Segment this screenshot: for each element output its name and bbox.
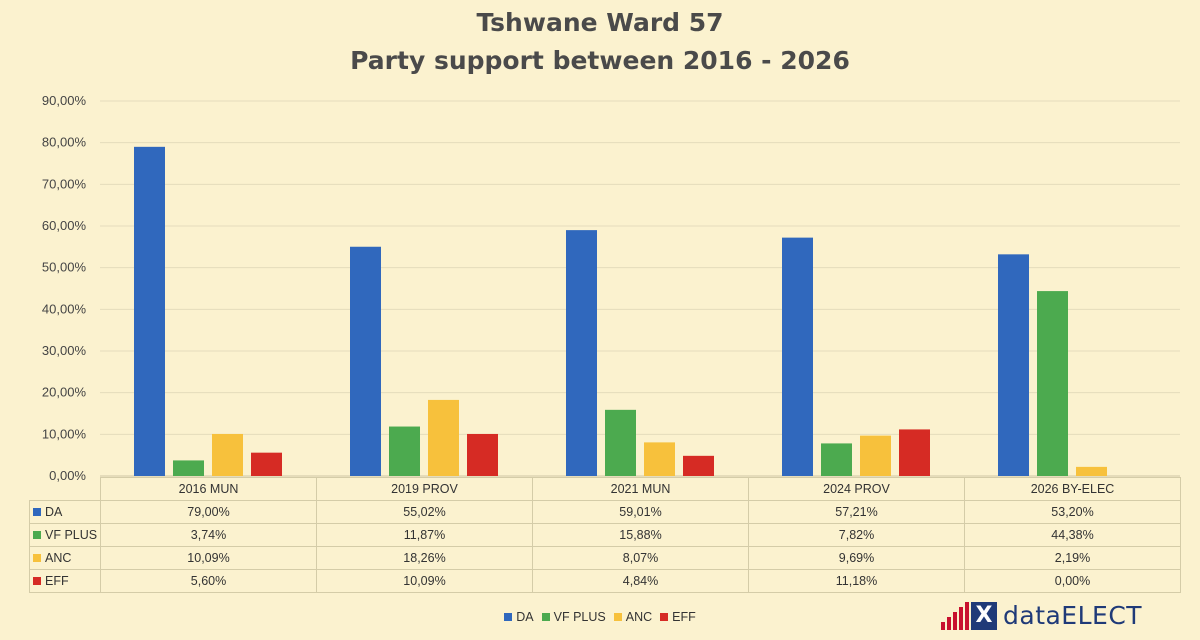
table-row: EFF 5,60% 10,09% 4,84% 11,18% 0,00% [29, 569, 1181, 593]
bar-anc [860, 435, 891, 476]
data-value: 4,84% [532, 569, 749, 593]
legend-swatch [613, 612, 622, 621]
legend-label: EFF [672, 610, 696, 624]
data-value: 10,09% [100, 546, 317, 570]
data-value: 11,87% [316, 523, 533, 547]
series-name: DA [45, 505, 63, 519]
legend-item: VF PLUS [541, 610, 606, 624]
legend-swatch [33, 553, 41, 562]
legend-item: DA [504, 610, 534, 624]
bar-eff [899, 429, 930, 476]
legend-swatch [541, 612, 550, 621]
bar-vf-plus [1037, 291, 1068, 476]
legend-item: ANC [613, 610, 653, 624]
category-label: 2019 PROV [316, 477, 533, 501]
legend-label: ANC [625, 610, 653, 624]
y-tick-label: 60,00% [42, 218, 87, 233]
series-name: ANC [45, 551, 72, 565]
legend-swatch [504, 612, 513, 621]
bar-da [350, 246, 381, 476]
series-row-label: DA [29, 500, 101, 524]
data-value: 5,60% [100, 569, 317, 593]
chart-legend: DA VF PLUS ANC EFF [0, 610, 1200, 624]
legend-swatch [33, 507, 41, 516]
bar-vf-plus [173, 460, 204, 476]
series-row-label: VF PLUS [29, 523, 101, 547]
bar-anc [1076, 466, 1107, 476]
table-row: VF PLUS 3,74% 11,87% 15,88% 7,82% 44,38% [29, 523, 1181, 547]
bar-anc [428, 399, 459, 476]
y-tick-label: 10,00% [42, 426, 87, 441]
legend-swatch [33, 530, 41, 539]
y-tick-label: 80,00% [42, 135, 87, 150]
data-value: 0,00% [964, 569, 1181, 593]
logo-mark: X [971, 602, 997, 630]
bar-anc [212, 433, 243, 476]
category-label: 2026 BY-ELEC [964, 477, 1181, 501]
chart-title: Tshwane Ward 57 [476, 8, 724, 37]
dataelect-logo: X dataELECT [940, 598, 1150, 634]
legend-label: VF PLUS [553, 610, 606, 624]
data-value: 18,26% [316, 546, 533, 570]
legend-item: EFF [660, 610, 696, 624]
y-tick-label: 50,00% [42, 260, 87, 275]
bar-vf-plus [821, 443, 852, 476]
data-value: 2,19% [964, 546, 1181, 570]
data-table: 2016 MUN 2019 PROV 2021 MUN 2024 PROV 2026 B… [29, 477, 1181, 593]
data-value: 55,02% [316, 500, 533, 524]
table-corner [29, 477, 101, 501]
series-row-label: EFF [29, 569, 101, 593]
bar-da [134, 146, 165, 477]
logo-text: dataELECT [1003, 601, 1143, 630]
series-name: EFF [45, 574, 69, 588]
data-value: 3,74% [100, 523, 317, 547]
category-label: 2021 MUN [532, 477, 749, 501]
data-value: 79,00% [100, 500, 317, 524]
y-tick-label: 90,00% [42, 93, 87, 108]
legend-label: DA [516, 610, 534, 624]
data-value: 15,88% [532, 523, 749, 547]
data-value: 9,69% [748, 546, 965, 570]
bar-anc [644, 442, 675, 476]
table-row: ANC 10,09% 18,26% 8,07% 9,69% 2,19% [29, 546, 1181, 570]
bar-da [782, 237, 813, 476]
series-name: VF PLUS [45, 528, 98, 542]
series-row-label: ANC [29, 546, 101, 570]
data-value: 11,18% [748, 569, 965, 593]
data-value: 59,01% [532, 500, 749, 524]
y-tick-label: 40,00% [42, 301, 87, 316]
category-label: 2016 MUN [100, 477, 317, 501]
bar-vf-plus [605, 409, 636, 476]
bar-graph-icon [940, 602, 970, 630]
data-value: 8,07% [532, 546, 749, 570]
bar-da [998, 254, 1029, 476]
table-row: DA 79,00% 55,02% 59,01% 57,21% 53,20% [29, 500, 1181, 524]
bar-eff [467, 433, 498, 476]
bar-da [566, 230, 597, 476]
chart-subtitle: Party support between 2016 - 2026 [350, 46, 850, 75]
legend-swatch [33, 576, 41, 585]
y-tick-label: 20,00% [42, 385, 87, 400]
legend-swatch [660, 612, 669, 621]
y-tick-label: 70,00% [42, 176, 87, 191]
data-value: 53,20% [964, 500, 1181, 524]
category-label: 2024 PROV [748, 477, 965, 501]
bar-eff [683, 455, 714, 476]
y-tick-label: 30,00% [42, 343, 87, 358]
bar-vf-plus [389, 426, 420, 476]
data-value: 57,21% [748, 500, 965, 524]
data-value: 10,09% [316, 569, 533, 593]
data-value: 7,82% [748, 523, 965, 547]
bar-eff [251, 452, 282, 476]
data-value: 44,38% [964, 523, 1181, 547]
